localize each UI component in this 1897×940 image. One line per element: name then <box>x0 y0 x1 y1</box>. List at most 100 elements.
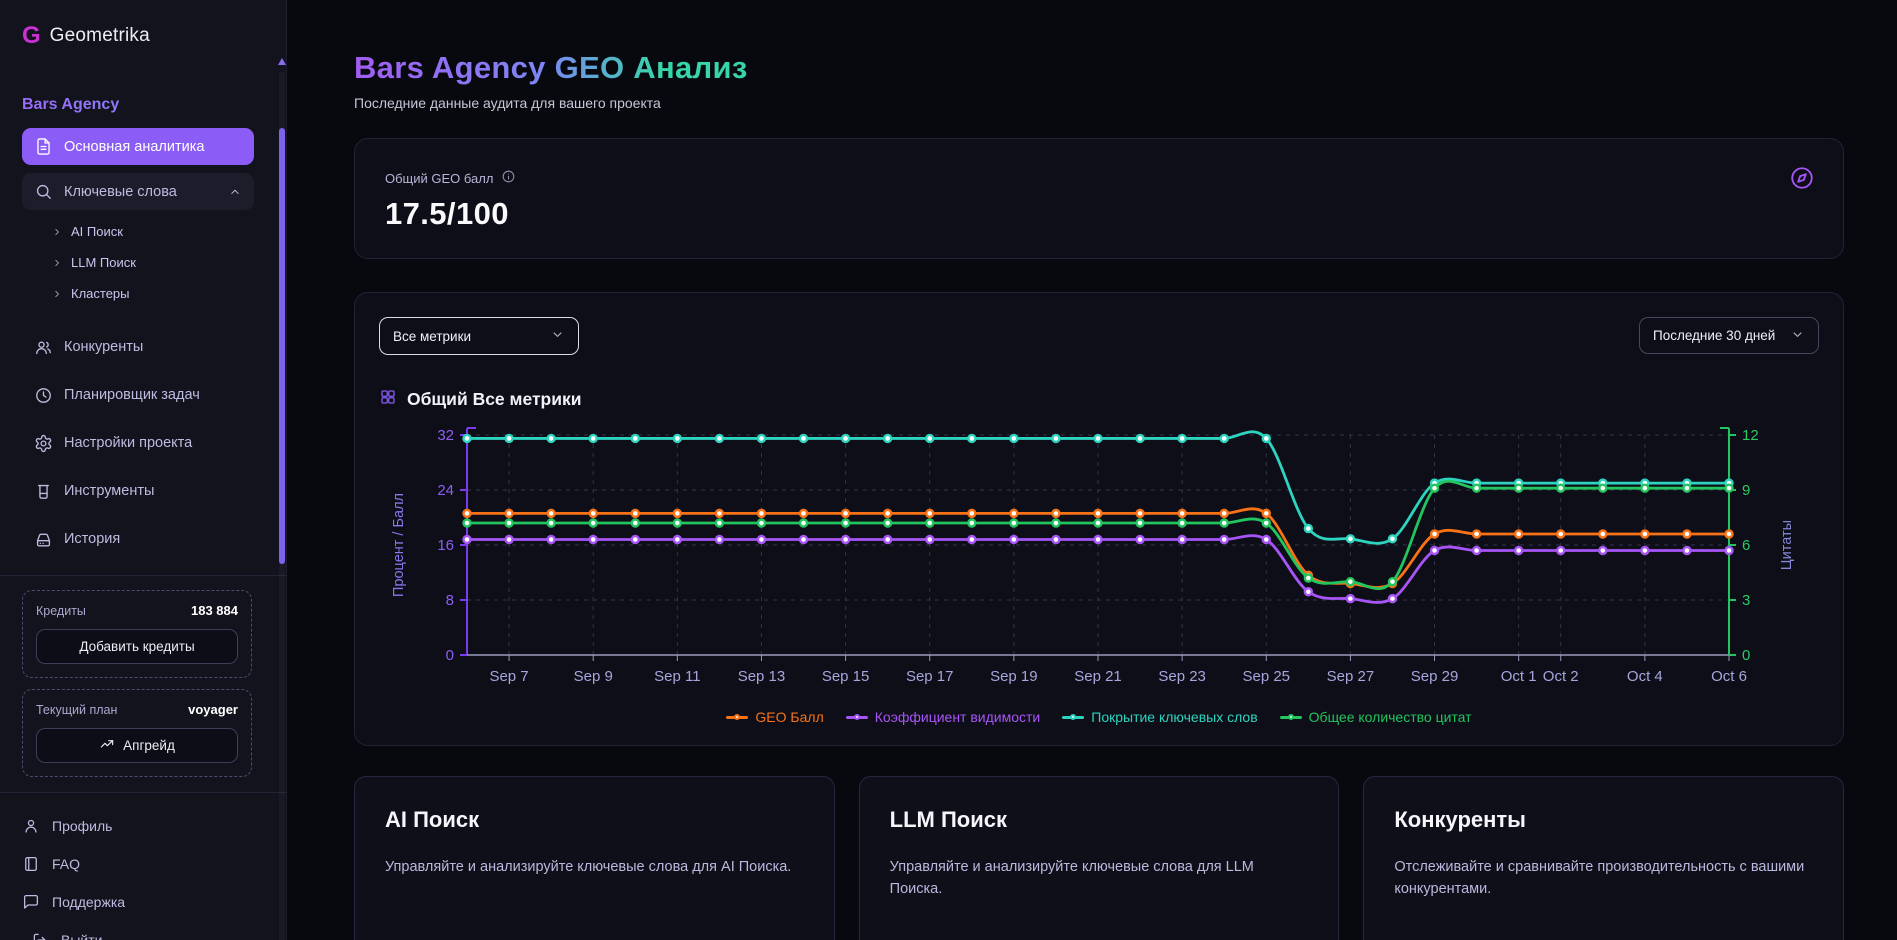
sidebar-item-keywords[interactable]: Ключевые слова <box>22 173 254 210</box>
svg-text:Sep 19: Sep 19 <box>990 668 1038 685</box>
sidebar-item-profile[interactable]: Профиль <box>22 807 286 845</box>
add-credits-button[interactable]: Добавить кредиты <box>36 629 238 664</box>
chart-card: Все метрики Последние 30 дней Общий Все … <box>354 292 1844 746</box>
sidebar-scrollbar <box>278 58 286 940</box>
svg-text:Sep 17: Sep 17 <box>906 668 954 685</box>
feature-card-description: Управляйте и анализируйте ключевые слова… <box>385 859 792 875</box>
sidebar-item-label: История <box>64 531 121 547</box>
feature-card-description: Управляйте и анализируйте ключевые слова… <box>889 859 1254 897</box>
svg-text:Oct 2: Oct 2 <box>1543 668 1579 685</box>
legend-label: Коэффициент видимости <box>874 709 1041 725</box>
svg-text:9: 9 <box>1742 482 1750 499</box>
app-name: Geometrika <box>49 25 150 46</box>
sidebar-item-logout[interactable]: Выйти <box>22 921 286 940</box>
grid-icon <box>379 388 397 411</box>
metrics-line-chart[interactable]: 0 8 16 24 32 0 3 6 9 12 Sep 7 Sep 9 Sep 11 Sep 13 Sep … <box>379 419 1819 707</box>
sidebar-item-competitors[interactable]: Конкуренты <box>22 326 254 368</box>
sidebar-scrollbar-thumb[interactable] <box>279 128 285 564</box>
sidebar-item-label: Инструменты <box>64 483 155 499</box>
upgrade-button[interactable]: Апгрейд <box>36 728 238 763</box>
logout-icon <box>33 933 46 940</box>
date-range-value: Последние 30 дней <box>1653 328 1776 343</box>
sidebar-subitem-label: AI Поиск <box>71 224 123 239</box>
feature-card[interactable]: LLM Поиск Управляйте и анализируйте ключ… <box>858 776 1340 940</box>
credits-value: 183 884 <box>191 603 238 618</box>
project-name: Bars Agency <box>22 96 286 114</box>
svg-text:Процент / Балл: Процент / Балл <box>391 493 407 597</box>
toolbox-icon <box>38 484 49 499</box>
feature-card[interactable]: Конкуренты Отслеживайте и сравнивайте пр… <box>1363 776 1844 940</box>
svg-text:Oct 4: Oct 4 <box>1627 668 1663 685</box>
chevron-down-icon <box>1793 331 1802 337</box>
legend-item[interactable]: GEO Балл <box>726 709 824 725</box>
legend-label: GEO Балл <box>755 709 824 725</box>
feature-card-title: Конкуренты <box>1394 807 1526 832</box>
page-subtitle: Последние данные аудита для вашего проек… <box>354 95 661 111</box>
svg-text:32: 32 <box>437 427 454 444</box>
feature-card-title: AI Поиск <box>385 807 480 832</box>
sidebar-divider <box>0 792 287 793</box>
chevron-down-icon <box>553 332 562 337</box>
trending-up-icon <box>100 740 114 748</box>
sidebar-subitem[interactable]: Кластеры <box>52 278 254 309</box>
sidebar-item-scheduler[interactable]: Планировщик задач <box>22 374 254 416</box>
svg-text:Sep 13: Sep 13 <box>738 668 786 685</box>
geo-score-label: Общий GEO балл <box>385 170 494 186</box>
svg-text:0: 0 <box>1742 647 1750 664</box>
sidebar-item-project-settings[interactable]: Настройки проекта <box>22 422 254 464</box>
chevron-right-icon <box>55 228 59 235</box>
sidebar-item-tools[interactable]: Инструменты <box>22 470 254 512</box>
sidebar-item-label: Настройки проекта <box>64 435 193 451</box>
sidebar-item-history[interactable]: История <box>22 518 254 560</box>
book-icon <box>25 856 37 872</box>
geo-score-card: Общий GEO балл 17.5/100 <box>354 138 1844 259</box>
sidebar-subitem[interactable]: LLM Поиск <box>52 247 254 278</box>
legend-marker-icon <box>845 714 868 720</box>
geo-score-value: 17.5/100 <box>385 196 509 231</box>
legend-item[interactable]: Коэффициент видимости <box>845 709 1041 725</box>
sidebar-item-faq[interactable]: FAQ <box>22 845 286 883</box>
gear-icon <box>35 434 52 452</box>
svg-text:Цитаты: Цитаты <box>1779 520 1795 570</box>
sidebar: G Geometrika Bars Agency Основная аналит… <box>0 0 287 940</box>
chart-title: Общий Все метрики <box>407 389 582 409</box>
svg-text:3: 3 <box>1742 592 1750 609</box>
svg-text:Oct 1: Oct 1 <box>1501 668 1537 685</box>
sidebar-item-label: FAQ <box>52 856 81 872</box>
sidebar-item-label: Профиль <box>52 818 113 834</box>
sidebar-divider <box>0 575 287 576</box>
legend-label: Общее количество цитат <box>1308 709 1472 725</box>
search-icon <box>36 184 51 199</box>
feature-card[interactable]: AI Поиск Управляйте и анализируйте ключе… <box>354 776 835 940</box>
metric-select[interactable]: Все метрики <box>379 317 579 355</box>
svg-text:6: 6 <box>1742 537 1750 554</box>
sidebar-item-label: Выйти <box>61 932 103 940</box>
svg-text:0: 0 <box>446 647 454 664</box>
svg-text:Sep 9: Sep 9 <box>574 668 613 685</box>
sidebar-item-label: Поддержка <box>52 894 126 910</box>
svg-text:24: 24 <box>437 482 454 499</box>
compass-icon[interactable] <box>1789 165 1815 196</box>
sidebar-item-support[interactable]: Поддержка <box>22 883 286 921</box>
date-range-select[interactable]: Последние 30 дней <box>1639 317 1819 354</box>
users-icon <box>36 341 51 354</box>
sidebar-subitem[interactable]: AI Поиск <box>52 216 254 247</box>
legend-item[interactable]: Покрытие ключевых слов <box>1062 709 1258 725</box>
trending-up-icon <box>99 736 115 755</box>
svg-text:Sep 21: Sep 21 <box>1074 668 1122 685</box>
svg-text:Sep 15: Sep 15 <box>822 668 870 685</box>
info-icon[interactable] <box>501 169 516 187</box>
svg-text:12: 12 <box>1742 427 1759 444</box>
app-logo: G Geometrika <box>22 22 286 50</box>
scroll-up-arrow-icon[interactable] <box>278 58 286 65</box>
legend-item[interactable]: Общее количество цитат <box>1279 709 1472 725</box>
chevron-right-icon <box>55 259 59 266</box>
chevron-down-icon <box>1790 327 1805 345</box>
feature-card-title: LLM Поиск <box>889 807 1007 832</box>
archive-icon <box>36 533 51 547</box>
legend-label: Покрытие ключевых слов <box>1091 709 1258 725</box>
sidebar-item-analytics[interactable]: Основная аналитика <box>22 128 254 165</box>
sidebar-item-label: Ключевые слова <box>64 183 177 200</box>
sidebar-subitem-label: LLM Поиск <box>71 255 136 270</box>
credits-label: Кредиты <box>36 603 86 618</box>
